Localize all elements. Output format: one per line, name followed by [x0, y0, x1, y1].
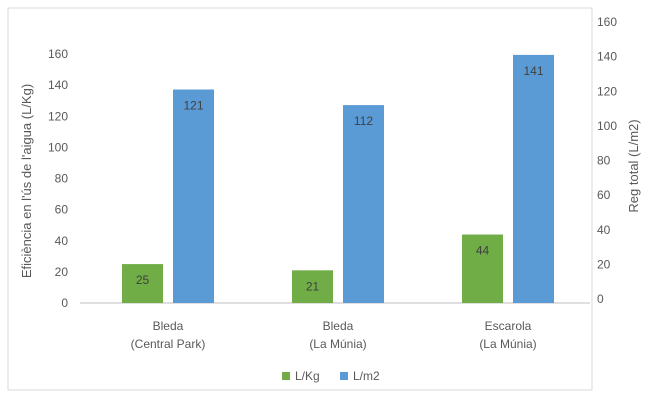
y2-tick-label: 100	[597, 119, 617, 133]
legend-swatch	[340, 372, 348, 380]
legend-swatch	[282, 372, 290, 380]
bar-l-m2	[343, 105, 384, 303]
chart-frame	[7, 7, 593, 391]
bar-l-m2	[173, 89, 214, 303]
y2-tick-label: 160	[597, 15, 617, 29]
data-label: 25	[136, 273, 150, 287]
y-tick-label: 0	[61, 296, 68, 310]
category-label: (La Múnia)	[479, 337, 536, 351]
legend-label: L/Kg	[295, 369, 320, 383]
category-label: Escarola	[485, 319, 532, 333]
y-tick-label: 40	[55, 234, 69, 248]
y-tick-label: 140	[48, 78, 68, 92]
y-tick-label: 60	[55, 203, 69, 217]
legend-label: L/m2	[353, 369, 380, 383]
data-label: 44	[476, 244, 490, 258]
y2-tick-label: 120	[597, 84, 617, 98]
bar-l-kg	[292, 270, 333, 303]
data-labels: 25 121 21 112 44 141	[136, 64, 544, 293]
y-tick-label: 160	[48, 47, 68, 61]
legend: L/Kg L/m2	[282, 369, 380, 383]
y2-tick-label: 0	[597, 292, 604, 306]
y-tick-label: 100	[48, 140, 68, 154]
category-label: Bleda	[153, 319, 184, 333]
data-label: 141	[523, 64, 543, 78]
bar-l-kg	[462, 234, 503, 303]
y2-axis-title: Reg total (L/m2)	[626, 119, 641, 212]
data-label: 21	[306, 279, 320, 293]
bars	[122, 54, 554, 303]
y2-tick-label: 80	[597, 154, 611, 168]
category-label: (Central Park)	[131, 337, 206, 351]
category-labels: Bleda (Central Park) Bleda (La Múnia) Escaro…	[131, 319, 537, 351]
y-tick-label: 120	[48, 109, 68, 123]
y2-tick-label: 60	[597, 188, 611, 202]
y2-tick-label: 20	[597, 257, 611, 271]
data-label: 112	[354, 114, 373, 128]
y2-tick-label: 140	[597, 50, 617, 64]
y2-tick-label: 40	[597, 223, 611, 237]
data-label: 121	[183, 99, 203, 113]
y-axis-title: Eficiència en l'ús de l'aigua (L/Kg)	[19, 84, 34, 278]
y-tick-label: 80	[55, 172, 69, 186]
bar-l-kg	[122, 264, 163, 303]
right-axis-ticks: 0 20 40 60 80 100 120 140 160	[597, 15, 617, 306]
bar-l-m2	[513, 54, 554, 303]
category-label: Bleda	[323, 319, 354, 333]
category-label: (La Múnia)	[309, 337, 366, 351]
y-tick-label: 20	[55, 265, 69, 279]
left-axis-ticks: 0 20 40 60 80 100 120 140 160	[48, 47, 68, 310]
